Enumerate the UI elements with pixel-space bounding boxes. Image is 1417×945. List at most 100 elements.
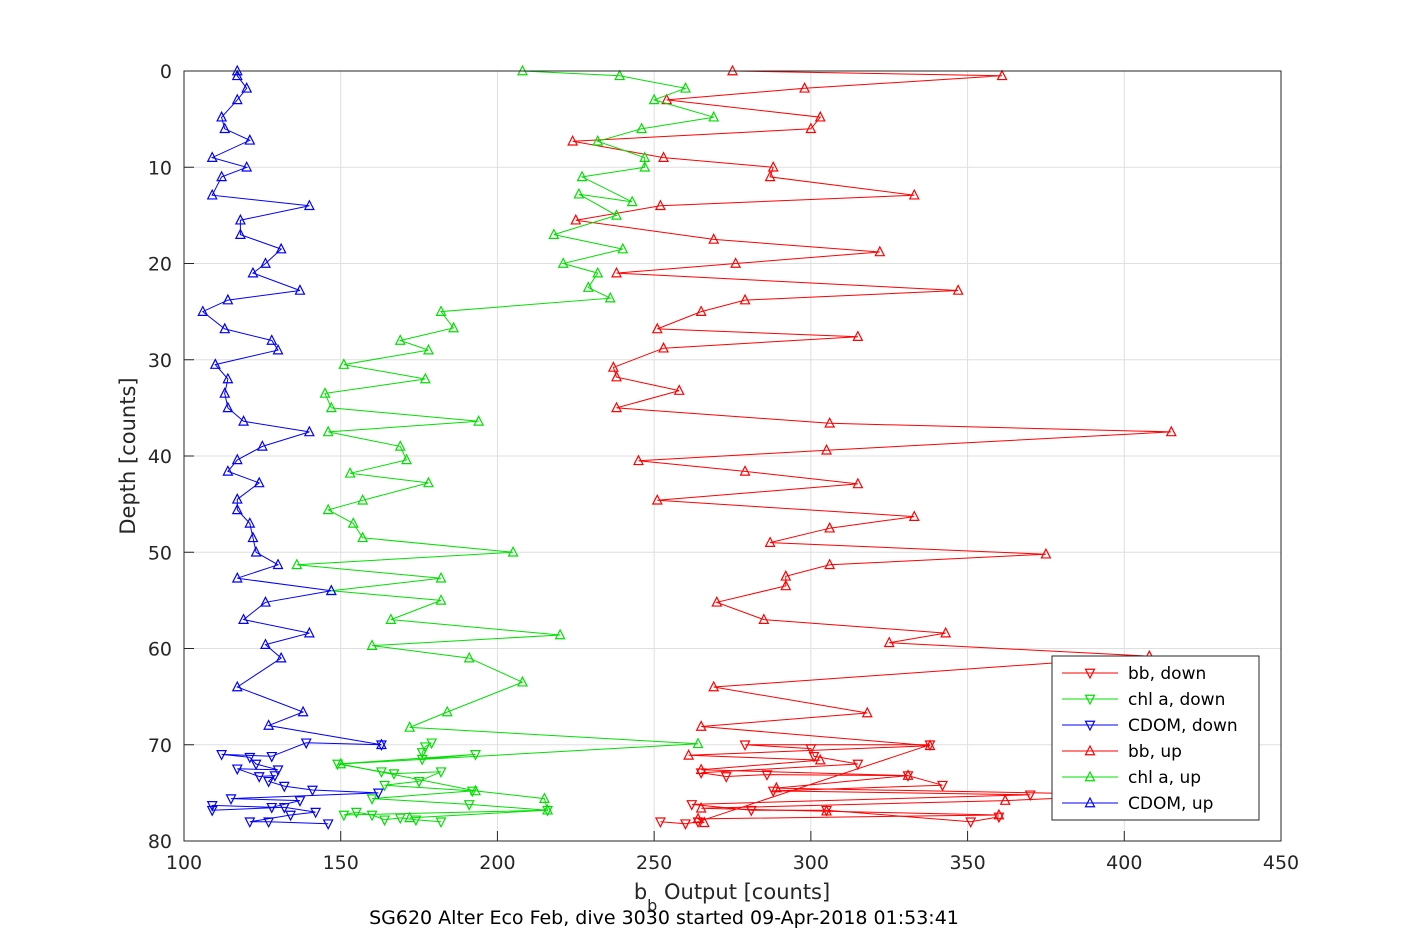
data-point-chl-a-down (466, 786, 478, 798)
legend-marker (1084, 744, 1096, 756)
data-point-chl-a-up (708, 110, 720, 122)
data-point-chl-a-up (639, 160, 651, 172)
data-point-bb-up (651, 493, 663, 505)
data-point-cdom-down (206, 805, 218, 817)
series-line-cdom-up (201, 71, 382, 746)
data-point-chl-a-up (636, 122, 648, 134)
data-point-cdom-up (231, 453, 243, 465)
x-axis-label-rest: Output [counts] (657, 880, 830, 904)
data-point-bb-up (767, 160, 779, 172)
data-point-chl-a-down (379, 780, 391, 792)
data-point-chl-a-up (357, 531, 369, 543)
data-point-chl-a-up (517, 675, 528, 687)
data-point-chl-a-up (648, 93, 660, 105)
data-point-chl-a-down (426, 738, 438, 750)
data-point-chl-a-down (350, 807, 362, 819)
data-point-cdom-up (260, 595, 271, 607)
data-point-bb-up (883, 636, 895, 648)
x-tick-label: 350 (949, 852, 985, 874)
data-point-cdom-down (253, 772, 265, 783)
data-point-bb-down (761, 770, 773, 781)
data-point-chl-a-up (448, 321, 460, 333)
x-axis-label: bb Output [counts] (634, 880, 830, 915)
y-tick-label: 40 (148, 446, 172, 468)
y-tick-label: 30 (148, 350, 172, 372)
data-point-cdom-up (219, 322, 231, 334)
data-point-cdom-down (372, 788, 384, 800)
x-tick-label: 300 (793, 852, 829, 874)
data-point-bb-up (611, 266, 623, 278)
data-point-chl-a-up (592, 266, 604, 278)
data-point-cdom-up (260, 638, 271, 650)
data-point-chl-a-up (422, 476, 434, 488)
data-point-cdom-up (222, 372, 234, 384)
data-point-cdom-up (238, 415, 250, 426)
data-point-cdom-up (247, 266, 259, 278)
data-point-chl-a-up (419, 372, 431, 384)
data-point-chl-a-down (379, 815, 391, 827)
data-point-cdom-down (322, 819, 334, 830)
legend-marker (1084, 694, 1096, 706)
data-point-chl-a-up (463, 651, 475, 663)
data-point-bb-up (730, 257, 742, 268)
data-point-cdom-up (238, 613, 250, 624)
data-point-bb-up (924, 739, 936, 751)
legend-label: bb, up (1128, 742, 1182, 762)
data-point-cdom-down (285, 810, 297, 822)
data-point-chl-a-up (470, 784, 481, 796)
data-point-cdom-up (209, 358, 221, 369)
data-point-cdom-up (231, 69, 243, 81)
data-point-chl-a-up (473, 415, 485, 426)
data-point-cdom-up (297, 705, 309, 717)
data-point-cdom-up (231, 571, 243, 583)
data-point-chl-a-up (357, 493, 369, 505)
data-point-bb-up (902, 769, 914, 780)
legend-marker (1084, 796, 1096, 808)
legend-marker (1084, 720, 1096, 732)
data-point-chl-a-up (557, 257, 569, 268)
data-point-bb-up (758, 613, 770, 624)
legend-marker (1084, 668, 1096, 680)
data-point-bb-up (651, 322, 663, 334)
data-point-cdom-down (300, 738, 312, 750)
data-point-bb-up (770, 781, 782, 793)
data-point-bb-up (799, 82, 811, 93)
data-point-chl-a-down (338, 810, 350, 822)
data-point-bb-up (861, 706, 873, 718)
data-point-bb-up (695, 763, 707, 775)
data-point-chl-a-up (542, 803, 554, 815)
data-point-cdom-up (222, 293, 234, 305)
data-point-bb-up (567, 134, 579, 146)
data-point-cdom-up (216, 170, 228, 182)
legend-label: chl a, up (1128, 768, 1201, 788)
data-point-bb-down (937, 780, 948, 792)
data-point-chl-a-up (554, 628, 566, 640)
data-point-bb-up (1165, 425, 1177, 437)
data-point-cdom-down (250, 759, 262, 771)
data-point-bb-up (695, 720, 707, 731)
data-point-chl-a-up (401, 453, 413, 465)
series-chl-a-up (291, 64, 720, 823)
data-point-cdom-up (244, 133, 256, 145)
x-axis-label-main: b (634, 880, 647, 904)
data-point-bb-up (824, 521, 836, 533)
data-point-chl-a-up (692, 737, 704, 749)
data-point-cdom-up (325, 584, 337, 596)
data-point-bb-up (852, 330, 864, 341)
data-point-chl-a-down (332, 759, 344, 771)
data-point-bb-up (698, 816, 710, 828)
legend-box (1051, 655, 1260, 821)
data-point-bb-up (727, 64, 738, 76)
data-point-cdom-up (216, 110, 228, 122)
data-point-chl-a-up (394, 440, 406, 451)
legend-label: CDOM, up (1128, 794, 1213, 814)
data-point-cdom-down (307, 785, 318, 797)
data-point-bb-up (695, 801, 707, 813)
data-point-chl-a-up (626, 195, 638, 207)
data-point-bb-down (720, 772, 732, 783)
data-point-bb-up (764, 536, 776, 547)
data-point-bb-down (739, 740, 751, 752)
data-point-bb-up (1040, 547, 1052, 559)
data-point-bb-up (658, 341, 670, 353)
